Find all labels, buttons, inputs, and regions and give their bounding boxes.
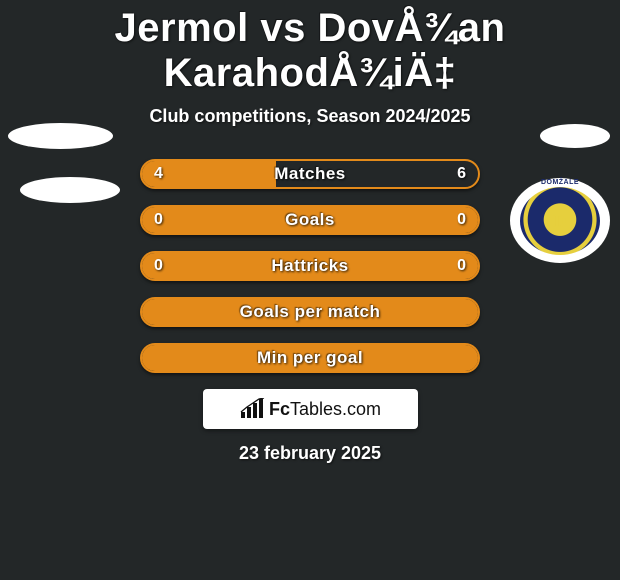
stat-right-value: 6: [457, 161, 466, 187]
page-date: 23 february 2025: [0, 443, 620, 464]
stat-right-value: 0: [457, 207, 466, 233]
logo-prefix: Fc: [269, 399, 290, 419]
stat-row-gpm: Goals per match: [140, 297, 480, 327]
crest-text: DOMŽALE: [510, 179, 610, 186]
right-player-marker: [540, 124, 610, 148]
crest-inner: D: [520, 187, 600, 255]
stat-right-value: 0: [457, 253, 466, 279]
stat-label: Goals: [142, 207, 478, 233]
stat-row-hattricks: 0 Hattricks 0: [140, 251, 480, 281]
fctables-logo: FcTables.com: [203, 389, 418, 429]
left-player-marker-1: [8, 123, 113, 149]
stat-row-mpg: Min per goal: [140, 343, 480, 373]
page-subtitle: Club competitions, Season 2024/2025: [0, 106, 620, 127]
stat-label: Hattricks: [142, 253, 478, 279]
stat-row-matches: 4 Matches 6: [140, 159, 480, 189]
left-player-marker-2: [20, 177, 120, 203]
stat-row-goals: 0 Goals 0: [140, 205, 480, 235]
crest-letter: D: [554, 212, 567, 230]
stat-label: Min per goal: [142, 345, 478, 371]
stat-label: Matches: [142, 161, 478, 187]
club-crest: D DOMŽALE: [510, 178, 610, 263]
logo-text: FcTables.com: [269, 399, 381, 420]
stat-label: Goals per match: [142, 299, 478, 325]
logo-suffix: Tables.com: [290, 399, 381, 419]
bars-icon: [239, 398, 265, 420]
page-title: Jermol vs DovÅ¾an KarahodÅ¾iÄ‡: [0, 0, 620, 96]
stat-bars: 4 Matches 6 0 Goals 0 0 Hattricks 0 Goal…: [140, 159, 480, 373]
